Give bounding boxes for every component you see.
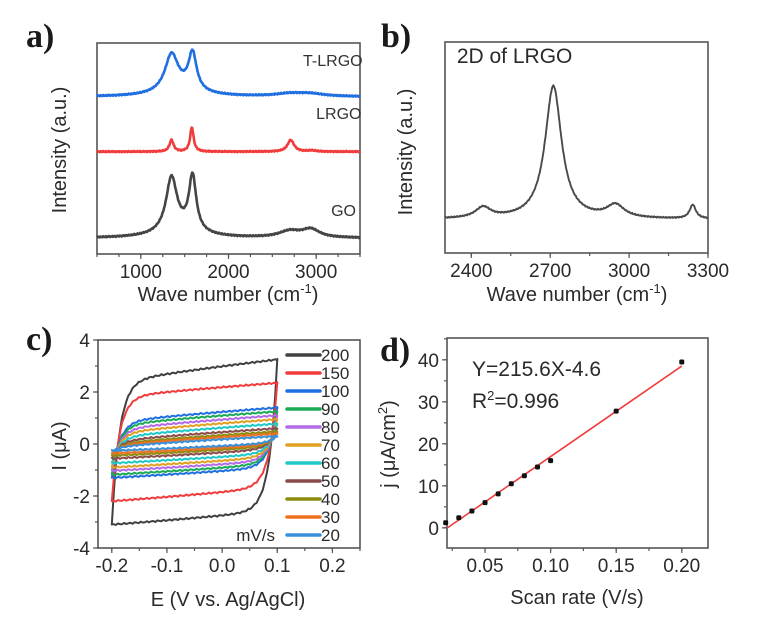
data-point [508, 481, 514, 487]
y-tick-label: 0 [428, 519, 439, 540]
data-point [482, 500, 488, 506]
data-point [534, 464, 540, 470]
panel-b-x-axis-title: Wave number (cm-1) [487, 281, 668, 306]
cv-curve-70 [110, 417, 279, 469]
panel-d-r-squared: R2=0.996 [472, 388, 559, 413]
y-tick-label: 0 [79, 435, 90, 456]
x-tick-label: -0.2 [95, 556, 128, 577]
legend-label: 70 [321, 436, 340, 455]
y-tick-label: 2 [79, 383, 90, 404]
panel-b-label: b) [381, 18, 411, 55]
series-line-lrgo [96, 126, 361, 154]
panel-a-raman-spectra: a) 1000 2000 3000 T-LRGO LRGO GO Intensity (a… [26, 18, 363, 306]
panel-b-plot-area: 2400 2700 3000 3300 2D of LRGO [444, 41, 729, 282]
series-line-t-lrgo [96, 48, 361, 99]
panel-a-axes-frame [96, 42, 361, 255]
panel-d-label: d) [380, 332, 410, 369]
cv-curve-90 [110, 409, 279, 477]
x-tick-label: 3000 [608, 261, 650, 282]
legend-label: 60 [321, 454, 340, 473]
series-line-go [96, 171, 361, 240]
cv-curve-150 [110, 381, 279, 503]
data-point [495, 491, 501, 497]
panel-d-plot-area: 0.05 0.10 0.15 0.20 0 10 20 30 40 [418, 337, 709, 577]
x-tick-label: 0.1 [264, 556, 290, 577]
panel-c-x-axis-title: E (V vs. Ag/AgCl) [151, 589, 306, 611]
panel-b-2d-band: b) 2400 2700 3000 3300 2D of LRGO Intensity … [381, 18, 729, 306]
legend-label: 40 [321, 490, 340, 509]
y-tick-label: 30 [418, 393, 439, 414]
legend-label: 100 [321, 382, 349, 401]
cv-curve-60 [110, 422, 279, 465]
data-point [548, 458, 554, 464]
cv-curve-50 [110, 426, 279, 460]
panel-c-cyclic-voltammetry: c) -0.2 -0.1 0.0 0.1 0.2 -4 -2 0 2 4 2001501009080… [26, 321, 361, 611]
y-tick-label: 10 [418, 477, 439, 498]
x-tick-label: 0.0 [209, 556, 235, 577]
legend-label: 200 [321, 346, 349, 365]
data-point [521, 473, 527, 479]
x-tick-label: 0.05 [467, 556, 504, 577]
y-tick-label: 4 [79, 331, 90, 352]
cv-curve-30 [110, 431, 279, 455]
y-tick-label: -4 [73, 539, 90, 560]
legend-unit: mV/s [236, 526, 275, 545]
x-tick-label: 0.15 [598, 556, 635, 577]
panel-c-plot-area: -0.2 -0.1 0.0 0.1 0.2 -4 -2 0 2 4 2001501009080706… [73, 331, 361, 577]
cv-curve-40 [110, 429, 279, 458]
series-annotation: LRGO [316, 106, 361, 123]
data-point [613, 408, 619, 414]
x-tick-label: -0.1 [151, 556, 184, 577]
x-tick-label: 2700 [529, 261, 571, 282]
panel-b-axes-frame [444, 41, 709, 254]
panel-d-fit-equation: Y=215.6X-4.6 [472, 358, 601, 381]
y-tick-label: -2 [73, 487, 90, 508]
legend-label: 50 [321, 472, 340, 491]
x-tick-label: 3000 [295, 262, 337, 283]
legend-label: 90 [321, 400, 340, 419]
data-point [679, 359, 685, 365]
panel-d-y-axis-title: j (μA/cm2) [375, 400, 400, 489]
panel-d-x-axis-title: Scan rate (V/s) [510, 587, 643, 609]
cv-curve-100 [110, 406, 279, 480]
x-tick-label: 0.20 [663, 556, 700, 577]
series-annotation: 2D of LRGO [457, 45, 573, 68]
legend-label: 30 [321, 508, 340, 527]
x-tick-label: 2400 [450, 261, 492, 282]
legend-label: 80 [321, 418, 340, 437]
cv-curve-80 [110, 413, 279, 473]
x-tick-label: 0.10 [532, 556, 569, 577]
series-annotation: GO [331, 203, 356, 220]
x-tick-label: 3300 [687, 261, 729, 282]
y-tick-label: 40 [418, 351, 439, 372]
cv-curve-20 [110, 434, 279, 453]
series-line-2d-of-lrgo [444, 84, 709, 220]
legend-label: 20 [321, 526, 340, 545]
x-tick-label: 2000 [207, 262, 249, 283]
cv-curve-200 [110, 357, 279, 526]
panel-a-label: a) [26, 18, 54, 55]
legend-label: 150 [321, 364, 349, 383]
panel-d-axes-frame [446, 337, 709, 549]
y-tick-label: 20 [418, 435, 439, 456]
x-tick-label: 0.2 [319, 556, 345, 577]
series-annotation: T-LRGO [303, 53, 363, 70]
data-point [456, 515, 462, 521]
panel-a-x-axis-title: Wave number (cm-1) [138, 281, 319, 306]
panel-b-y-axis-title: Intensity (a.u.) [395, 89, 417, 216]
panel-c-y-axis-title: I (μA) [49, 421, 71, 470]
data-point [443, 520, 449, 526]
panel-c-label: c) [26, 321, 52, 358]
data-point [469, 508, 475, 514]
panel-a-plot-area: 1000 2000 3000 T-LRGO LRGO GO [96, 42, 363, 283]
panel-a-y-axis-title: Intensity (a.u.) [49, 87, 71, 214]
x-tick-label: 1000 [120, 262, 162, 283]
